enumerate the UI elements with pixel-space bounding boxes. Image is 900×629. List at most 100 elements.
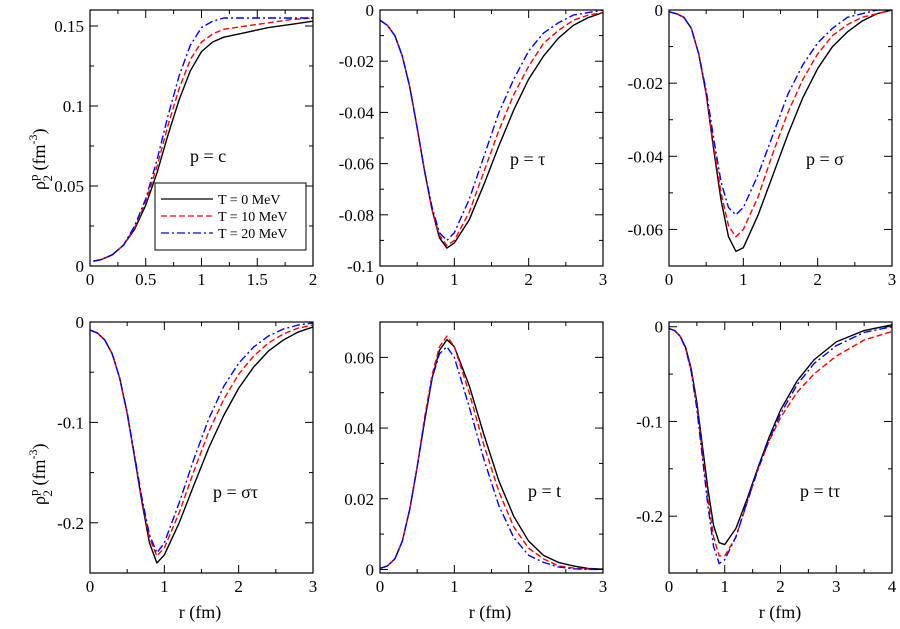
panel-annotation: p = tτ xyxy=(800,481,840,501)
ylabel-rho: ρ xyxy=(29,181,49,190)
series-line-t0 xyxy=(380,11,603,249)
x-tick-label: 0 xyxy=(86,270,95,289)
panel-annotation: p = στ xyxy=(213,482,258,502)
ylabel-sub: 2 xyxy=(40,175,55,182)
series-line-t0 xyxy=(90,326,313,564)
ylabel-unit: (fm xyxy=(29,460,50,491)
series-line-t10 xyxy=(669,10,892,238)
legend-label-t20: T = 20 MeV xyxy=(218,227,287,242)
x-tick-label: 3 xyxy=(599,270,608,289)
x-tick-label: 1 xyxy=(721,577,730,596)
series-line-t10 xyxy=(380,335,603,571)
chart-panel-6: 0 1 2 3 4 -0.2 -0.1 0 p = tτ xyxy=(636,318,897,596)
axes-frame xyxy=(379,9,604,267)
y-tick-label: -0.04 xyxy=(628,147,664,166)
y-tick-label: 0 xyxy=(366,1,375,20)
x-tick-label: 2 xyxy=(309,270,318,289)
ylabel-rho: ρ xyxy=(29,496,49,505)
y-tick-label: -0.2 xyxy=(57,514,84,533)
legend: T = 0 MeV T = 10 MeV T = 20 MeV xyxy=(154,182,307,251)
ylabel-close: ) xyxy=(29,444,50,450)
y-tick-label: -0.06 xyxy=(628,220,663,239)
chart-panel-4: 0 1 2 3 -0.2 -0.1 0 p = στ xyxy=(57,313,317,596)
x-tick-label: 3 xyxy=(309,577,318,596)
svg-text:ρp2 (fm-3): ρp2 (fm-3) xyxy=(26,129,55,190)
ylabel-sup: p xyxy=(26,490,41,497)
series-line-t10 xyxy=(90,324,313,557)
chart-panel-1: 0 0.5 1 1.5 2 0 0.05 0.1 0.15 p = c xyxy=(54,9,318,289)
x-axis-label: r (fm) xyxy=(179,602,221,623)
x-axis-label: r (fm) xyxy=(469,602,511,623)
y-tick-label: -0.1 xyxy=(57,413,84,432)
legend-label-t0: T = 0 MeV xyxy=(218,193,280,208)
panel-annotation: p = σ xyxy=(806,149,844,169)
x-tick-label: 2 xyxy=(234,577,243,596)
series-line-t10 xyxy=(669,327,892,557)
panel-annotation: p = t xyxy=(528,481,561,501)
y-tick-label: 0.02 xyxy=(344,490,374,509)
series-line-t20 xyxy=(93,17,313,262)
y-tick-label: 0 xyxy=(76,257,85,276)
axes-frame xyxy=(668,9,893,267)
y-axis-label-top: ρp2 (fm-3) xyxy=(26,129,55,190)
y-tick-label: 0 xyxy=(655,318,664,337)
y-tick-label: 0.05 xyxy=(54,177,84,196)
y-tick-label: 0.04 xyxy=(344,419,374,438)
y-tick-label: 0 xyxy=(76,313,85,332)
y-axis-label-bottom: ρp2 (fm-3) xyxy=(26,444,55,505)
x-axis-label: r (fm) xyxy=(759,602,801,623)
x-tick-label: 4 xyxy=(888,577,897,596)
panel-annotation: p = τ xyxy=(510,149,545,169)
y-tick-label: -0.06 xyxy=(339,155,374,174)
axes-frame xyxy=(379,321,604,574)
x-tick-label: 2 xyxy=(776,577,785,596)
x-tick-label: 1.5 xyxy=(247,270,268,289)
series-line-t20 xyxy=(380,10,603,242)
series-line-t10 xyxy=(380,11,603,247)
x-tick-label: 0 xyxy=(665,577,674,596)
x-tick-label: 1 xyxy=(450,577,459,596)
series-line-t0 xyxy=(380,338,603,570)
x-tick-label: 1 xyxy=(160,577,169,596)
chart-panel-5: 0 1 2 3 0 0.02 0.04 0.06 p = t xyxy=(344,321,607,596)
legend-label-t10: T = 10 MeV xyxy=(218,210,287,225)
panel-annotation: p = c xyxy=(190,146,226,166)
y-tick-label: 0.15 xyxy=(54,17,84,36)
series-line-t20 xyxy=(669,10,892,216)
y-tick-label: -0.04 xyxy=(339,103,375,122)
ylabel-unit: (fm xyxy=(29,145,50,176)
x-tick-label: 2 xyxy=(524,577,533,596)
x-tick-label: 0 xyxy=(86,577,95,596)
x-tick-label: 0 xyxy=(376,270,385,289)
y-tick-label: -0.02 xyxy=(339,52,374,71)
x-tick-label: 2 xyxy=(813,270,822,289)
chart-panel-2: 0 1 2 3 -0.1 -0.08 -0.06 -0.04 -0.02 0 p = τ xyxy=(339,1,608,289)
x-tick-label: 3 xyxy=(888,270,897,289)
x-tick-label: 3 xyxy=(832,577,841,596)
x-tick-label: 0 xyxy=(665,270,674,289)
plot-area: 0 0.5 1 1.5 2 0 0.05 0.1 0.15 p = c 0 1 2 3 -0.1 -0.08 -… xyxy=(54,1,897,596)
y-tick-label: 0 xyxy=(366,560,375,579)
y-tick-label: 0.1 xyxy=(63,97,84,116)
chart-panel-3: 0 1 2 3 -0.06 -0.04 -0.02 0 p = σ xyxy=(628,1,897,289)
y-tick-label: -0.1 xyxy=(347,257,374,276)
y-tick-label: -0.02 xyxy=(628,74,663,93)
ylabel-sub: 2 xyxy=(40,490,55,497)
y-tick-label: -0.08 xyxy=(339,206,374,225)
series-line-t20 xyxy=(380,346,603,571)
series-line-t0 xyxy=(669,10,892,253)
series-line-t20 xyxy=(669,326,892,565)
x-tick-label: 2 xyxy=(524,270,533,289)
axes-frame xyxy=(89,321,314,574)
y-tick-label: -0.2 xyxy=(636,507,663,526)
x-tick-label: 1 xyxy=(450,270,459,289)
series-line-t0 xyxy=(669,324,892,546)
series-line-t10 xyxy=(93,17,313,262)
ylabel-exp: -3 xyxy=(26,135,40,145)
x-tick-label: 1 xyxy=(739,270,748,289)
y-tick-label: -0.1 xyxy=(636,412,663,431)
series-line-t20 xyxy=(90,322,313,554)
x-tick-label: 1 xyxy=(197,270,206,289)
y-tick-label: 0.06 xyxy=(344,348,374,367)
